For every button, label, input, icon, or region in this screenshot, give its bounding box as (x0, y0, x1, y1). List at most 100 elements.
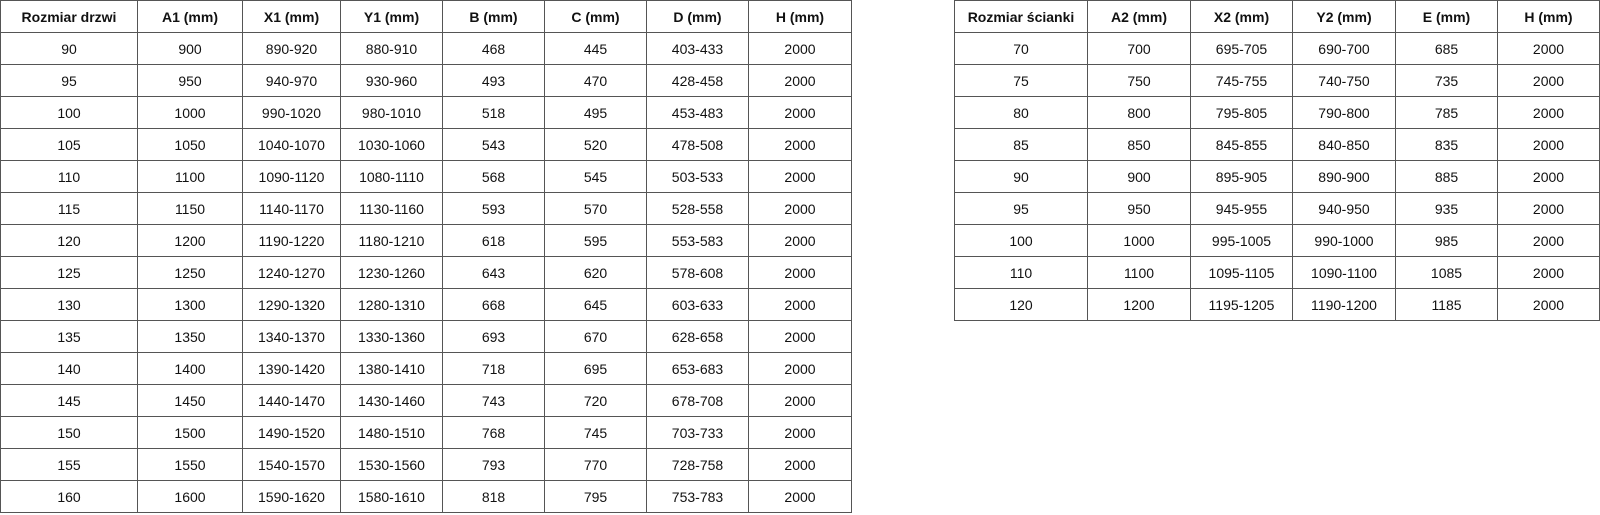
table-row: 155 1550 1540-1570 1530-1560 793 770 728-758 20… (0, 448, 852, 481)
table-cell: 2000 (1497, 32, 1600, 65)
table-row: 100 1000 995-1005 990-1000 985 2000 (954, 224, 1600, 257)
table-cell: 1550 (137, 448, 243, 481)
table-row: 95 950 945-955 940-950 935 2000 (954, 192, 1600, 225)
table-row: 120 1200 1195-1205 1190-1200 1185 2000 (954, 288, 1600, 321)
table-cell: 85 (954, 128, 1088, 161)
table-cell: 1050 (137, 128, 243, 161)
table-cell: 105 (0, 128, 138, 161)
table-cell: 478-508 (646, 128, 749, 161)
column-header: Y2 (mm) (1292, 0, 1396, 33)
table-cell: 155 (0, 448, 138, 481)
column-header: A2 (mm) (1087, 0, 1191, 33)
table-cell: 695 (544, 352, 647, 385)
table-row: 150 1500 1490-1520 1480-1510 768 745 703-733 20… (0, 416, 852, 449)
table-cell: 678-708 (646, 384, 749, 417)
table-row: 75 750 745-755 740-750 735 2000 (954, 64, 1600, 97)
table-row: 125 1250 1240-1270 1230-1260 643 620 578-608 20… (0, 256, 852, 289)
table-cell: 1100 (1087, 256, 1191, 289)
column-header: C (mm) (544, 0, 647, 33)
table-row: 140 1400 1390-1420 1380-1410 718 695 653-683 20… (0, 352, 852, 385)
table-cell: 1240-1270 (242, 256, 341, 289)
table-cell: 1200 (137, 224, 243, 257)
table-cell: 695-705 (1190, 32, 1293, 65)
table-row: 110 1100 1095-1105 1090-1100 1085 2000 (954, 256, 1600, 289)
table-cell: 2000 (748, 416, 852, 449)
table-cell: 745 (544, 416, 647, 449)
table-cell: 790-800 (1292, 96, 1396, 129)
table-cell: 690-700 (1292, 32, 1396, 65)
table-cell: 100 (954, 224, 1088, 257)
table-cell: 750 (1087, 64, 1191, 97)
table-cell: 768 (442, 416, 545, 449)
table-cell: 735 (1395, 64, 1498, 97)
table-cell: 885 (1395, 160, 1498, 193)
table-cell: 2000 (1497, 192, 1600, 225)
table-cell: 1230-1260 (340, 256, 443, 289)
table-cell: 1200 (1087, 288, 1191, 321)
table-cell: 493 (442, 64, 545, 97)
table-cell: 468 (442, 32, 545, 65)
table-cell: 880-910 (340, 32, 443, 65)
table-cell: 753-783 (646, 480, 749, 513)
table-cell: 890-900 (1292, 160, 1396, 193)
table-cell: 1440-1470 (242, 384, 341, 417)
table-cell: 900 (137, 32, 243, 65)
table-cell: 770 (544, 448, 647, 481)
table-cell: 593 (442, 192, 545, 225)
table-cell: 100 (0, 96, 138, 129)
table-cell: 2000 (1497, 288, 1600, 321)
table-cell: 1195-1205 (1190, 288, 1293, 321)
table-row: 130 1300 1290-1320 1280-1310 668 645 603-633 20… (0, 288, 852, 321)
table-cell: 603-633 (646, 288, 749, 321)
table-cell: 795-805 (1190, 96, 1293, 129)
table-cell: 795 (544, 480, 647, 513)
table-row: 115 1150 1140-1170 1130-1160 593 570 528-558 20… (0, 192, 852, 225)
table-cell: 2000 (1497, 96, 1600, 129)
table-cell: 985 (1395, 224, 1498, 257)
table-row: 105 1050 1040-1070 1030-1060 543 520 478-508 20… (0, 128, 852, 161)
table-cell: 700 (1087, 32, 1191, 65)
column-header: H (mm) (1497, 0, 1600, 33)
table-cell: 2000 (748, 64, 852, 97)
table-cell: 518 (442, 96, 545, 129)
table-cell: 1280-1310 (340, 288, 443, 321)
table-cell: 2000 (748, 352, 852, 385)
table-cell: 545 (544, 160, 647, 193)
table-cell: 1250 (137, 256, 243, 289)
table-cell: 990-1000 (1292, 224, 1396, 257)
column-header: A1 (mm) (137, 0, 243, 33)
table-cell: 568 (442, 160, 545, 193)
table-row: 90 900 895-905 890-900 885 2000 (954, 160, 1600, 193)
table-cell: 1190-1200 (1292, 288, 1396, 321)
table-cell: 840-850 (1292, 128, 1396, 161)
table-cell: 895-905 (1190, 160, 1293, 193)
table-row: 85 850 845-855 840-850 835 2000 (954, 128, 1600, 161)
table-cell: 618 (442, 224, 545, 257)
table-cell: 935 (1395, 192, 1498, 225)
table-row: 120 1200 1190-1220 1180-1210 618 595 553-583 20… (0, 224, 852, 257)
table-row: 90 900 890-920 880-910 468 445 403-433 2000 (0, 32, 852, 65)
header-row: Rozmiar drzwi A1 (mm) X1 (mm) Y1 (mm) B (mm)… (0, 0, 852, 33)
table-cell: 945-955 (1190, 192, 1293, 225)
table-cell: 743 (442, 384, 545, 417)
table-cell: 1330-1360 (340, 320, 443, 353)
wall-size-table: Rozmiar ścianki A2 (mm) X2 (mm) Y2 (mm) E (m… (954, 0, 1600, 321)
table-cell: 835 (1395, 128, 1498, 161)
table-cell: 2000 (748, 128, 852, 161)
table-cell: 110 (954, 256, 1088, 289)
table-cell: 1150 (137, 192, 243, 225)
table-cell: 645 (544, 288, 647, 321)
table-cell: 1000 (1087, 224, 1191, 257)
table-cell: 653-683 (646, 352, 749, 385)
table-cell: 1180-1210 (340, 224, 443, 257)
column-header: X2 (mm) (1190, 0, 1293, 33)
table-cell: 1095-1105 (1190, 256, 1293, 289)
table-cell: 1290-1320 (242, 288, 341, 321)
table-cell: 785 (1395, 96, 1498, 129)
table-cell: 890-920 (242, 32, 341, 65)
table-cell: 2000 (748, 192, 852, 225)
table-cell: 2000 (748, 480, 852, 513)
table-cell: 1390-1420 (242, 352, 341, 385)
table-cell: 950 (1087, 192, 1191, 225)
table-cell: 145 (0, 384, 138, 417)
